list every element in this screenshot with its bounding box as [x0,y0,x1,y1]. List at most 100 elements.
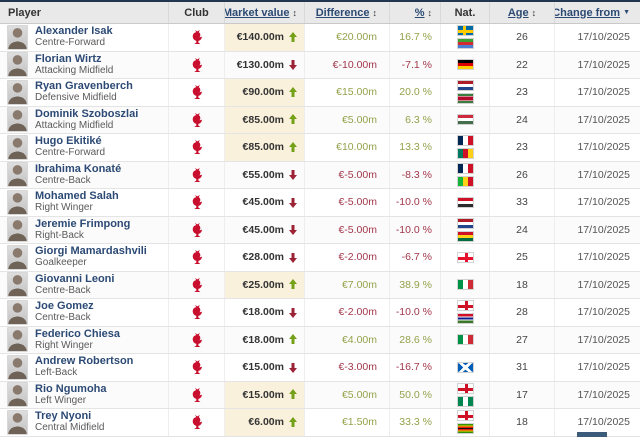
club-crest-link[interactable] [190,83,204,101]
club-crest-link[interactable] [190,358,204,376]
percent-cell: -10.0 % [390,189,441,216]
percent-value: -8.3 % [401,168,432,181]
sort-both-icon[interactable]: ↕ [372,7,378,18]
market-value-link[interactable]: €140.00m [236,31,284,44]
player-avatar[interactable] [7,107,28,133]
nationality-cell [441,216,490,244]
market-value-link[interactable]: €45.00m [242,223,284,236]
player-avatar[interactable] [7,162,28,188]
change-from-cell: 17/10/2025 [555,272,640,299]
nationality-flags [456,162,474,187]
change-from-cell: 17/10/2025 [555,107,640,134]
player-avatar[interactable] [7,134,28,160]
club-crest-link[interactable] [190,28,204,46]
market-value-link[interactable]: €18.00m [242,306,284,319]
player-name-link[interactable]: Ryan Gravenberch [35,80,133,93]
player-name-link[interactable]: Ibrahima Konaté [35,162,122,175]
scroll-top-button[interactable] [577,432,607,437]
player-name-link[interactable]: Dominik Szoboszlai [35,107,139,120]
player-avatar[interactable] [7,409,28,435]
difference-cell: €15.00m [305,79,390,106]
percent-sort-link[interactable]: % [414,6,425,19]
club-cell [169,79,225,106]
percent-cell: 16.7 % [390,24,441,51]
player-name-link[interactable]: Florian Wirtz [35,52,102,65]
market-value-link[interactable]: €25.00m [242,278,284,291]
market-value-link[interactable]: €15.00m [242,388,284,401]
player-avatar[interactable] [7,299,28,325]
club-crest-link[interactable] [190,138,204,156]
market-value-link[interactable]: €85.00m [242,113,284,126]
market-value-link[interactable]: €28.00m [242,251,284,264]
sort-both-icon[interactable]: ↕ [292,7,298,18]
age-cell: 18 [490,271,555,299]
active-sort-arrow-icon[interactable]: ▼ [623,9,630,16]
player-avatar[interactable] [7,382,28,408]
player-avatar[interactable] [7,244,28,270]
sort-both-icon[interactable]: ↕ [427,7,433,18]
difference-value: €5.00m [341,113,377,126]
club-cell [169,299,225,326]
sort-both-icon[interactable]: ↕ [531,7,537,18]
player-name-link[interactable]: Rio Ngumoha [35,382,107,395]
flag-england-icon [456,382,474,394]
player-name-link[interactable]: Alexander Isak [35,25,113,38]
club-crest-link[interactable] [190,111,204,129]
player-name-link[interactable]: Federico Chiesa [35,327,120,340]
market-value-link[interactable]: €6.00m [248,416,284,429]
liverpool-crest-icon [192,360,202,375]
market-value-sort-link[interactable]: Market value [225,6,290,19]
market-value-link[interactable]: €55.00m [242,168,284,181]
player-avatar[interactable] [7,272,28,298]
player-name-link[interactable]: Andrew Robertson [35,355,134,368]
club-crest-link[interactable] [190,221,204,239]
club-column-header: Club [169,2,225,23]
player-name-link[interactable]: Giovanni Leoni [35,272,115,285]
market-value-cell: €140.00m [225,24,305,51]
table-body: Alexander Isak Centre-Forward €140.00m €… [0,24,640,437]
market-value-link[interactable]: €15.00m [242,361,284,374]
player-name-link[interactable]: Jeremie Frimpong [35,217,131,230]
market-value-link[interactable]: €18.00m [242,333,284,346]
club-cell [169,106,225,134]
player-avatar[interactable] [7,217,28,243]
club-crest-link[interactable] [190,193,204,211]
club-crest-link[interactable] [190,276,204,294]
player-name-link[interactable]: Mohamed Salah [35,190,119,203]
player-avatar[interactable] [7,24,28,50]
club-crest-link[interactable] [190,248,204,266]
club-cell [169,134,225,161]
player-name-link[interactable]: Joe Gomez [35,300,94,313]
market-value-link[interactable]: €130.00m [236,58,284,71]
market-value-link[interactable]: €90.00m [242,86,284,99]
player-avatar[interactable] [7,52,28,78]
difference-cell: €-3.00m [305,354,390,381]
percent-value: 6.3 % [405,113,432,126]
player-avatar[interactable] [7,79,28,105]
player-avatar[interactable] [7,327,28,353]
change-from-sort-link[interactable]: Change from [555,6,621,19]
flag-suriname-icon [456,93,474,105]
player-position: Centre-Forward [35,147,106,159]
player-avatar[interactable] [7,189,28,215]
club-crest-link[interactable] [190,386,204,404]
player-name-link[interactable]: Hugo Ekitiké [35,135,102,148]
club-crest-link[interactable] [190,331,204,349]
change-from-cell: 17/10/2025 [555,244,640,271]
change-from-cell: 17/10/2025 [555,52,640,79]
trend-arrow-icon [288,362,297,373]
player-avatar[interactable] [7,354,28,380]
difference-value: €-3.00m [338,361,377,374]
age-cell: 23 [490,134,555,161]
club-crest-link[interactable] [190,166,204,184]
market-value-link[interactable]: €85.00m [242,141,284,154]
club-crest-link[interactable] [190,56,204,74]
player-name-link[interactable]: Giorgi Mamardashvili [35,245,147,258]
market-value-link[interactable]: €45.00m [242,196,284,209]
player-name-link[interactable]: Trey Nyoni [35,410,92,423]
difference-sort-link[interactable]: Difference [315,6,370,19]
age-sort-link[interactable]: Age [507,6,529,19]
club-crest-link[interactable] [190,413,204,431]
club-crest-link[interactable] [190,303,204,321]
difference-cell: €20.00m [305,24,390,51]
